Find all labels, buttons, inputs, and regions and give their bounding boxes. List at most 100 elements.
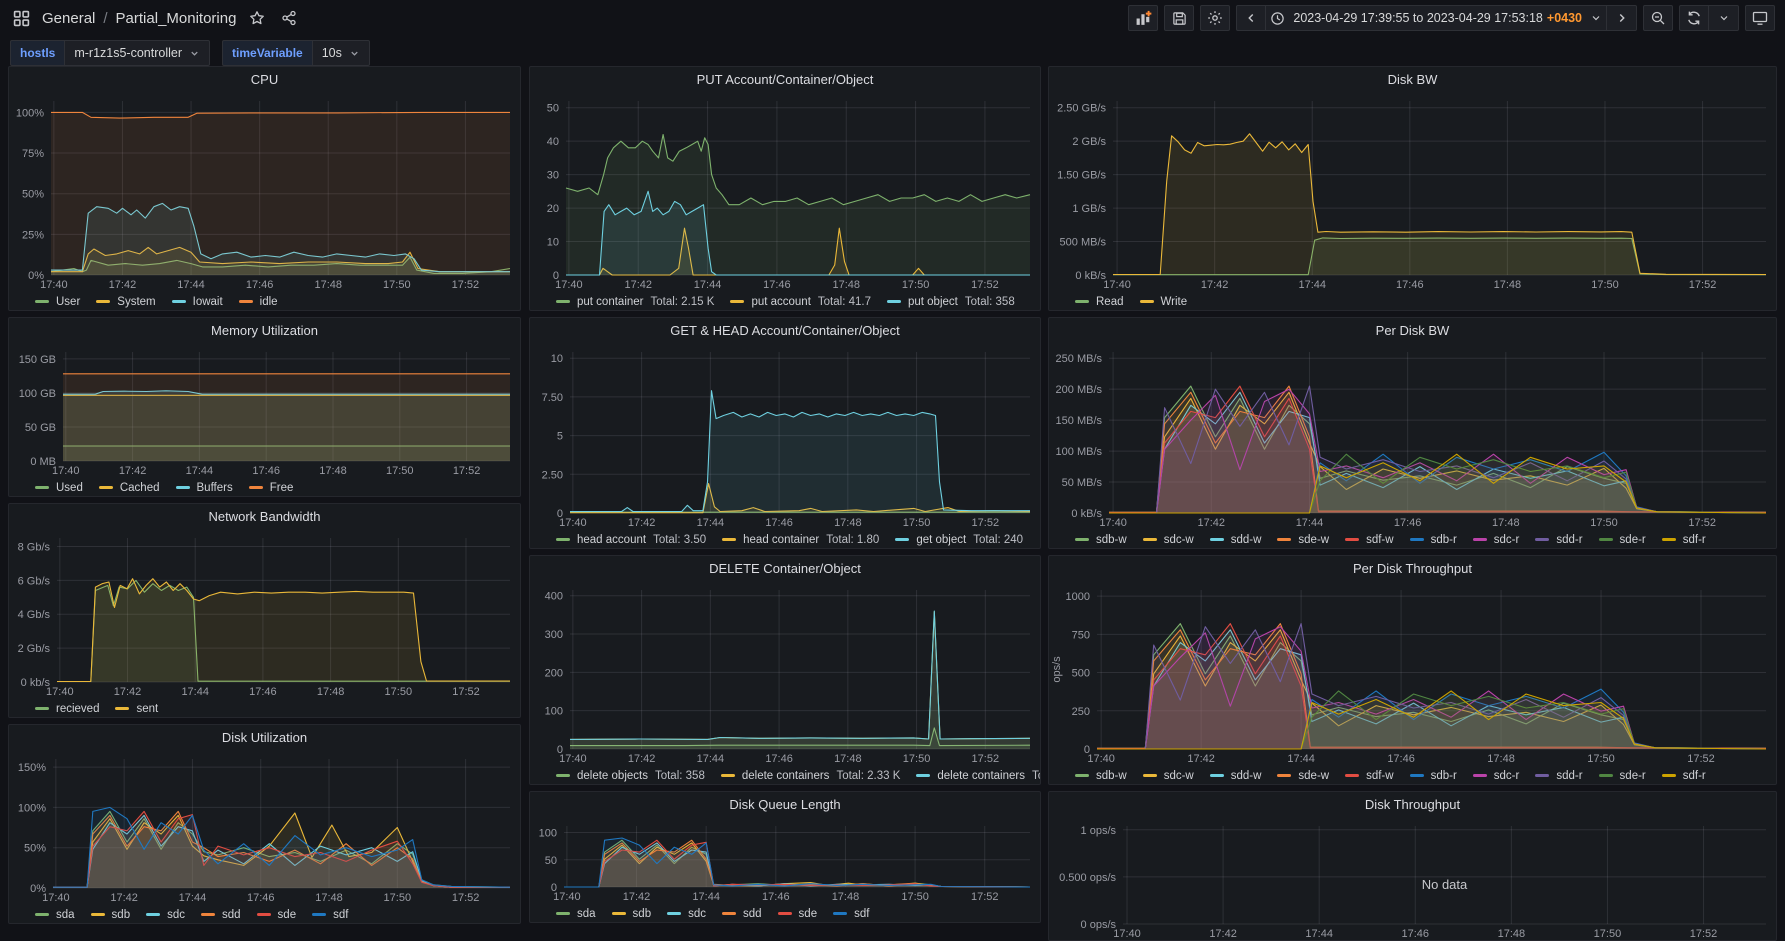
panel-title[interactable]: CPU xyxy=(9,67,520,93)
legend-item-put-object[interactable]: put objectTotal: 358 xyxy=(887,296,1015,308)
refresh-interval-dropdown[interactable] xyxy=(1709,5,1739,31)
svg-text:17:42: 17:42 xyxy=(628,517,656,529)
apps-grid-icon[interactable] xyxy=(10,7,32,29)
time-series-plot[interactable]: 0%25%50%75%100%17:4017:4217:4417:4617:48… xyxy=(9,93,520,291)
legend-item-sdd[interactable]: sdd xyxy=(201,909,241,921)
legend-item-sdc-r[interactable]: sdc-r xyxy=(1473,770,1520,782)
panel-title[interactable]: Network Bandwidth xyxy=(9,504,520,530)
legend-item-read[interactable]: Read xyxy=(1075,296,1124,308)
legend-item-sdd-w[interactable]: sdd-w xyxy=(1210,534,1262,546)
time-series-plot[interactable]: 0 kb/s2 Gb/s4 Gb/s6 Gb/s8 Gb/s17:4017:42… xyxy=(9,530,520,698)
legend-item-sdb-w[interactable]: sdb-w xyxy=(1075,770,1127,782)
panel-title[interactable]: PUT Account/Container/Object xyxy=(530,67,1040,93)
time-series-plot[interactable]: 02.5057.501017:4017:4217:4417:4617:4817:… xyxy=(530,344,1040,529)
panel-title[interactable]: GET & HEAD Account/Container/Object xyxy=(530,318,1040,344)
panel-title[interactable]: Memory Utilization xyxy=(9,318,520,344)
legend-item-sdc-r[interactable]: sdc-r xyxy=(1473,534,1520,546)
legend-item-free[interactable]: Free xyxy=(249,482,294,494)
legend-item-sdc[interactable]: sdc xyxy=(667,908,706,920)
time-shift-back-button[interactable] xyxy=(1236,5,1266,31)
save-dashboard-button[interactable] xyxy=(1164,5,1194,31)
time-series-plot[interactable]: 0102030405017:4017:4217:4417:4617:4817:5… xyxy=(530,93,1040,291)
legend-series-name: head account xyxy=(577,534,646,546)
panel-title[interactable]: Per Disk BW xyxy=(1049,318,1776,344)
legend-item-sdb-r[interactable]: sdb-r xyxy=(1410,770,1457,782)
legend-item-sdd-r[interactable]: sdd-r xyxy=(1535,534,1582,546)
legend-item-sent[interactable]: sent xyxy=(115,703,158,715)
legend-item-delete-containers[interactable]: delete containersTotal: 2.33 K xyxy=(916,770,1040,782)
legend-item-write[interactable]: Write xyxy=(1140,296,1188,308)
time-series-plot[interactable]: 0 kB/s50 MB/s100 MB/s150 MB/s200 MB/s250… xyxy=(1049,344,1776,529)
panel-title[interactable]: Per Disk Throughput xyxy=(1049,556,1776,582)
star-icon[interactable] xyxy=(246,7,268,29)
legend-series-marker xyxy=(1075,538,1089,542)
legend-item-sda[interactable]: sda xyxy=(556,908,596,920)
legend-item-sdd-r[interactable]: sdd-r xyxy=(1535,770,1582,782)
panel-title[interactable]: Disk BW xyxy=(1049,67,1776,93)
time-shift-forward-button[interactable] xyxy=(1607,5,1637,31)
legend-item-delete-objects[interactable]: delete objectsTotal: 358 xyxy=(556,770,705,782)
legend-item-system[interactable]: System xyxy=(96,296,155,308)
legend-item-iowait[interactable]: Iowait xyxy=(172,296,223,308)
breadcrumb-page[interactable]: Partial_Monitoring xyxy=(116,10,237,27)
kiosk-mode-button[interactable] xyxy=(1745,5,1775,31)
time-series-plot[interactable]: 0250500750100017:4017:4217:4417:4617:481… xyxy=(1049,582,1776,765)
svg-text:200 MB/s: 200 MB/s xyxy=(1056,384,1103,396)
legend-item-delete-containers[interactable]: delete containersTotal: 2.33 K xyxy=(721,770,901,782)
panel-title[interactable]: Disk Queue Length xyxy=(530,792,1040,818)
legend-item-sdb[interactable]: sdb xyxy=(612,908,652,920)
time-series-plot[interactable]: 05010017:4017:4217:4417:4617:4817:5017:5… xyxy=(530,818,1040,903)
variable-timeVariable-value-dropdown[interactable]: 10s xyxy=(312,40,370,66)
legend-item-sdd-w[interactable]: sdd-w xyxy=(1210,770,1262,782)
breadcrumb-section[interactable]: General xyxy=(42,10,95,27)
legend-item-user[interactable]: User xyxy=(35,296,80,308)
legend-item-sdf[interactable]: sdf xyxy=(833,908,869,920)
legend-item-sde-w[interactable]: sde-w xyxy=(1277,770,1329,782)
legend-item-sdb[interactable]: sdb xyxy=(91,909,131,921)
legend-item-recieved[interactable]: recieved xyxy=(35,703,99,715)
legend-item-sdb-w[interactable]: sdb-w xyxy=(1075,534,1127,546)
legend-item-sdb-r[interactable]: sdb-r xyxy=(1410,534,1457,546)
time-range-button[interactable]: 2023-04-29 17:39:55 to 2023-04-29 17:53:… xyxy=(1266,5,1607,31)
panel-title[interactable]: Disk Throughput xyxy=(1049,792,1776,818)
legend-item-sdc-w[interactable]: sdc-w xyxy=(1143,534,1194,546)
legend-item-sdc[interactable]: sdc xyxy=(146,909,185,921)
time-series-plot[interactable]: 0 kB/s500 MB/s1 GB/s1.50 GB/s2 GB/s2.50 … xyxy=(1049,93,1776,291)
legend-item-sde-w[interactable]: sde-w xyxy=(1277,534,1329,546)
legend-item-used[interactable]: Used xyxy=(35,482,83,494)
legend-item-sdf-w[interactable]: sdf-w xyxy=(1345,534,1393,546)
legend-item-sde[interactable]: sde xyxy=(257,909,297,921)
time-series-plot[interactable]: 010020030040017:4017:4217:4417:4617:4817… xyxy=(530,582,1040,765)
legend-item-sda[interactable]: sda xyxy=(35,909,75,921)
svg-text:17:46: 17:46 xyxy=(247,892,275,904)
time-series-plot[interactable]: 0 MB50 GB100 GB150 GB17:4017:4217:4417:4… xyxy=(9,344,520,477)
add-panel-button[interactable] xyxy=(1128,5,1158,31)
dashboard-settings-button[interactable] xyxy=(1200,5,1230,31)
variable-hostls-value-dropdown[interactable]: m-r1z1s5-controller xyxy=(64,40,210,66)
legend-item-sdf-r[interactable]: sdf-r xyxy=(1662,534,1706,546)
legend-item-sdd[interactable]: sdd xyxy=(722,908,762,920)
legend-item-sde[interactable]: sde xyxy=(778,908,818,920)
legend-item-sdf-w[interactable]: sdf-w xyxy=(1345,770,1393,782)
legend-item-head-account[interactable]: head accountTotal: 3.50 xyxy=(556,534,706,546)
share-icon[interactable] xyxy=(278,7,300,29)
legend-item-get-object[interactable]: get objectTotal: 240 xyxy=(895,534,1023,546)
legend-item-put-account[interactable]: put accountTotal: 41.7 xyxy=(730,296,871,308)
legend-item-buffers[interactable]: Buffers xyxy=(176,482,233,494)
zoom-out-button[interactable] xyxy=(1643,5,1673,31)
refresh-button[interactable] xyxy=(1679,5,1709,31)
legend-item-sde-r[interactable]: sde-r xyxy=(1599,770,1646,782)
legend-item-cached[interactable]: Cached xyxy=(99,482,160,494)
legend-item-sdc-w[interactable]: sdc-w xyxy=(1143,770,1194,782)
legend-item-sde-r[interactable]: sde-r xyxy=(1599,534,1646,546)
time-series-plot[interactable]: 0 ops/s0.500 ops/s1 ops/s17:4017:4217:44… xyxy=(1049,818,1776,940)
legend-item-sdf-r[interactable]: sdf-r xyxy=(1662,770,1706,782)
legend-series-marker xyxy=(1075,300,1089,304)
panel-title[interactable]: DELETE Container/Object xyxy=(530,556,1040,582)
legend-item-idle[interactable]: idle xyxy=(239,296,278,308)
legend-item-sdf[interactable]: sdf xyxy=(312,909,348,921)
panel-title[interactable]: Disk Utilization xyxy=(9,725,520,751)
legend-item-put-container[interactable]: put containerTotal: 2.15 K xyxy=(556,296,714,308)
time-series-plot[interactable]: 0%50%100%150%17:4017:4217:4417:4617:4817… xyxy=(9,751,520,904)
legend-item-head-container[interactable]: head containerTotal: 1.80 xyxy=(722,534,879,546)
